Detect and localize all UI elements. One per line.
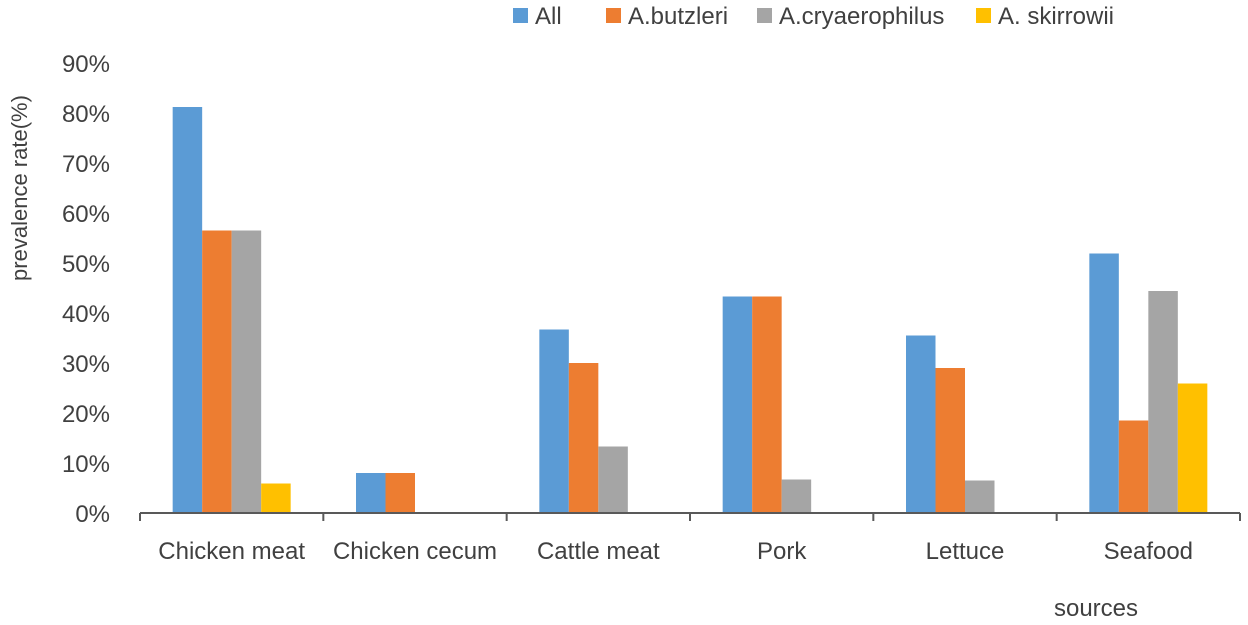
bar-a-butzleri-chicken-cecum <box>385 473 415 513</box>
bar-a-butzleri-seafood <box>1118 420 1149 513</box>
y-tick-label: 40% <box>62 301 110 328</box>
bar-a-butzleri-cattle-meat <box>568 363 599 513</box>
x-tick-label: Lettuce <box>926 538 1005 565</box>
bar-a-cryaerophilus-chicken-meat <box>231 230 262 513</box>
x-tick-label: Cattle meat <box>537 538 660 565</box>
y-tick-label: 0% <box>75 501 110 528</box>
y-tick-label: 70% <box>62 151 110 178</box>
bar-all-chicken-cecum <box>356 473 386 513</box>
bar-all-chicken-meat <box>172 107 203 513</box>
bar-a-cryaerophilus-cattle-meat <box>598 446 628 513</box>
bar-a-butzleri-pork <box>752 296 782 513</box>
bar-a-cryaerophilus-lettuce <box>965 480 995 513</box>
bar-all-lettuce <box>906 335 936 513</box>
y-axis: 0% 10% 20% 30% 40% 50% 60% 70% 80% 90% <box>62 51 110 528</box>
y-tick-label: 30% <box>62 351 110 378</box>
x-tick-label: Chicken meat <box>158 538 305 565</box>
legend-label: A. skirrowii <box>998 3 1114 30</box>
x-tick-label: Pork <box>757 538 807 565</box>
y-tick-label: 50% <box>62 251 110 278</box>
x-axis-title: sources <box>1054 595 1138 620</box>
legend-label: A.cryaerophilus <box>779 3 944 30</box>
bar-all-cattle-meat <box>539 329 569 513</box>
bar-a-cryaerophilus-seafood <box>1148 291 1178 513</box>
y-tick-label: 20% <box>62 401 110 428</box>
y-axis-title: prevalence rate(%) <box>7 95 32 281</box>
y-tick-label: 10% <box>62 451 110 478</box>
bar-all-pork <box>722 296 753 513</box>
bar-a-skirrowii-seafood <box>1177 383 1208 513</box>
legend: All A.butzleri A.cryaerophilus A. skirrowii <box>513 3 1114 30</box>
bar-a-skirrowii-chicken-meat <box>261 483 291 513</box>
legend-swatch <box>976 8 991 23</box>
legend-label: A.butzleri <box>628 3 728 30</box>
legend-swatch <box>513 8 528 23</box>
legend-label: All <box>535 3 562 30</box>
bar-a-cryaerophilus-pork <box>781 479 812 513</box>
x-tick-label: Chicken cecum <box>333 538 497 565</box>
bar-a-butzleri-chicken-meat <box>202 230 232 513</box>
x-tick-label: Seafood <box>1104 538 1193 565</box>
legend-swatch <box>606 8 621 23</box>
y-tick-label: 60% <box>62 201 110 228</box>
bars <box>172 107 1208 513</box>
x-axis: Chicken meat Chicken cecum Cattle meat Pork… <box>139 512 1241 565</box>
bar-a-butzleri-lettuce <box>935 368 965 513</box>
y-tick-label: 90% <box>62 51 110 78</box>
legend-swatch <box>757 8 772 23</box>
bar-all-seafood <box>1089 253 1119 513</box>
y-tick-label: 80% <box>62 101 110 128</box>
